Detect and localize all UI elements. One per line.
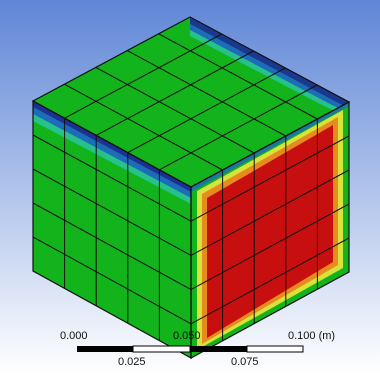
mesh-grid-lines bbox=[32, 33, 350, 341]
left-face-grid-line bbox=[32, 134, 192, 222]
top-face-grid-line bbox=[159, 84, 318, 171]
scale-bar-segment-2 bbox=[132, 345, 191, 353]
left-face-grid-line bbox=[32, 202, 192, 291]
top-face-grid-line bbox=[126, 50, 287, 137]
top-face-grid-line bbox=[64, 83, 223, 171]
cube-left-face bbox=[33, 101, 191, 358]
scale-label-0-025: 0.025 bbox=[118, 356, 146, 368]
right-face-grid-line bbox=[190, 169, 350, 256]
top-face-grid-line bbox=[64, 33, 223, 119]
scale-bar-segment-3 bbox=[190, 346, 247, 352]
top-face-grid-line bbox=[95, 66, 255, 154]
left-face-grid-line bbox=[32, 168, 192, 256]
right-face-grid-line bbox=[190, 135, 350, 222]
cube-outline bbox=[31, 16, 351, 360]
scale-label-0-000: 0.000 bbox=[60, 330, 88, 342]
scale-bar-segment-4 bbox=[246, 345, 304, 353]
left-face-grid-line bbox=[32, 236, 192, 325]
top-face-grid-line bbox=[127, 67, 286, 154]
top-face-grid-line bbox=[158, 33, 318, 120]
right-face-grid-line bbox=[190, 203, 350, 291]
right-face-grid-line bbox=[190, 237, 350, 325]
scale-label-0-100-m: 0.100 (m) bbox=[288, 330, 335, 342]
scale-label-0-050: 0.050 bbox=[173, 330, 201, 342]
scale-bar-segment-1 bbox=[77, 346, 133, 352]
scale-bar: 0.000 0.050 0.100 (m) 0.025 0.075 bbox=[60, 330, 335, 368]
scale-label-0-075: 0.075 bbox=[231, 356, 259, 368]
top-face-grid-line bbox=[95, 50, 254, 136]
